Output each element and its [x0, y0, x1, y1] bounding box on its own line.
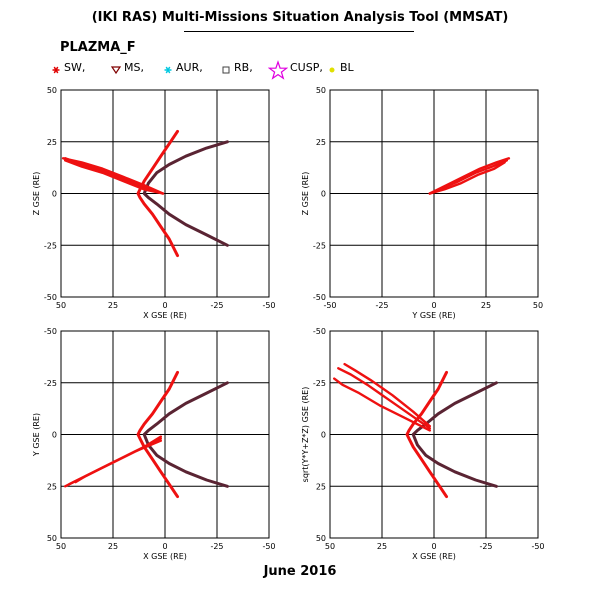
orbit-series-line [333, 377, 431, 432]
y-tick-label: 0 [321, 431, 326, 440]
y-tick-label: 25 [47, 482, 57, 491]
x-tick-label: -25 [210, 301, 223, 310]
x-tick-label: -50 [323, 301, 336, 310]
y-tick-label: -25 [313, 379, 326, 388]
x-axis-label: Y GSE (RE) [411, 311, 455, 320]
y-tick-label: -25 [44, 379, 57, 388]
legend-label-cusp: CUSP, [290, 61, 323, 74]
rb-square-icon [222, 66, 230, 74]
magnetopause-series-line [142, 140, 229, 247]
x-tick-label: -25 [479, 542, 492, 551]
y-axis-label: Z GSE (RE) [301, 172, 310, 216]
legend-label-sw: SW, [64, 61, 86, 74]
x-tick-label: -50 [531, 542, 544, 551]
y-axis-label: Y GSE (RE) [32, 413, 41, 457]
ms-triangle-icon [110, 66, 122, 75]
x-tick-label: 50 [533, 301, 543, 310]
x-tick-label: -25 [210, 542, 223, 551]
plot-panel-x-r: 50 25 0 -25 -50 -50 -25 0 25 50 X GSE (RE) sqrt(Y*Y… [301, 327, 545, 561]
orbit-series-line [61, 157, 165, 195]
cusp-star-icon [268, 60, 288, 80]
legend-label-bl: BL [340, 61, 354, 74]
instrument-label: PLAZMA_F [60, 40, 136, 55]
y-axis-label: Z GSE (RE) [32, 172, 41, 216]
y-tick-label: 25 [316, 138, 326, 147]
x-tick-label: 0 [431, 301, 436, 310]
page-title: (IKI RAS) Multi-Missions Situation Analy… [91, 10, 509, 25]
x-axis-label: X GSE (RE) [143, 552, 187, 561]
bl-dot-icon [329, 67, 335, 73]
y-tick-label: 25 [47, 138, 57, 147]
y-tick-label: -25 [313, 241, 326, 250]
orbit-series-line [428, 161, 506, 195]
x-axis-label: X GSE (RE) [412, 552, 456, 561]
y-tick-label: -50 [44, 293, 57, 302]
bow-shock-series-line [136, 370, 179, 499]
y-tick-label: -50 [313, 293, 326, 302]
x-tick-label: -50 [262, 542, 275, 551]
aur-asterisk-icon [164, 66, 172, 74]
title-underline [184, 31, 414, 32]
bow-shock-series-line [136, 129, 179, 258]
rb-symbol [222, 66, 230, 74]
plot-frame [60, 330, 270, 539]
orbit-series-line [428, 157, 511, 195]
ms-symbol [110, 66, 122, 75]
x-tick-label: 25 [108, 301, 118, 310]
y-tick-label: 50 [316, 86, 326, 95]
x-tick-label: 50 [56, 542, 66, 551]
orbit-series-line [74, 435, 163, 484]
x-tick-label: 50 [325, 542, 335, 551]
x-tick-label: 25 [108, 542, 118, 551]
y-tick-label: 0 [52, 190, 57, 199]
plot-frame [329, 330, 539, 539]
y-tick-label: 50 [47, 534, 57, 543]
y-tick-label: 50 [316, 534, 326, 543]
aur-symbol [164, 66, 172, 74]
y-tick-label: 50 [47, 86, 57, 95]
x-tick-label: 0 [162, 542, 167, 551]
cusp-symbol [268, 60, 288, 80]
y-tick-label: -50 [313, 327, 326, 336]
orbit-series-line [63, 159, 165, 195]
sw-symbol [52, 66, 60, 74]
legend: SW, MS, AUR, RB, CUSP, BL [50, 60, 590, 82]
sw-star-icon [52, 66, 60, 74]
orbit-series-line [63, 157, 165, 195]
magnetopause-series-line [411, 381, 498, 488]
bow-shock-series-line [405, 370, 448, 499]
x-tick-label: 0 [162, 301, 167, 310]
x-tick-label: -50 [262, 301, 275, 310]
x-tick-label: -25 [375, 301, 388, 310]
bl-symbol [329, 67, 335, 73]
orbit-series-line [343, 362, 431, 428]
legend-label-aur: AUR, [176, 61, 203, 74]
orbit-series-line [337, 367, 431, 430]
x-tick-label: 25 [377, 542, 387, 551]
plot-panel-xy: 50 25 0 -25 -50 -50 -25 0 25 50 X GSE (RE) Y GSE (R… [32, 327, 276, 561]
plot-frame [60, 89, 270, 298]
x-tick-label: 25 [481, 301, 491, 310]
legend-label-ms: MS, [124, 61, 144, 74]
y-axis-label: sqrt(Y*Y+Z*Z) GSE (RE) [301, 387, 310, 483]
plot-panel-yz: -50 -25 0 25 50 50 25 0 -25 -50 Y GSE (RE) Z GSE (R… [301, 86, 543, 320]
y-tick-label: 0 [321, 190, 326, 199]
y-tick-label: 0 [52, 431, 57, 440]
x-tick-label: 0 [431, 542, 436, 551]
legend-label-rb: RB, [234, 61, 253, 74]
plot-frame [329, 89, 539, 298]
y-tick-label: 25 [316, 482, 326, 491]
y-tick-label: -25 [44, 241, 57, 250]
x-axis-label: X GSE (RE) [143, 311, 187, 320]
y-tick-label: -50 [44, 327, 57, 336]
magnetopause-series-line [142, 381, 229, 488]
x-tick-label: 50 [56, 301, 66, 310]
footer-date: June 2016 [263, 564, 337, 579]
